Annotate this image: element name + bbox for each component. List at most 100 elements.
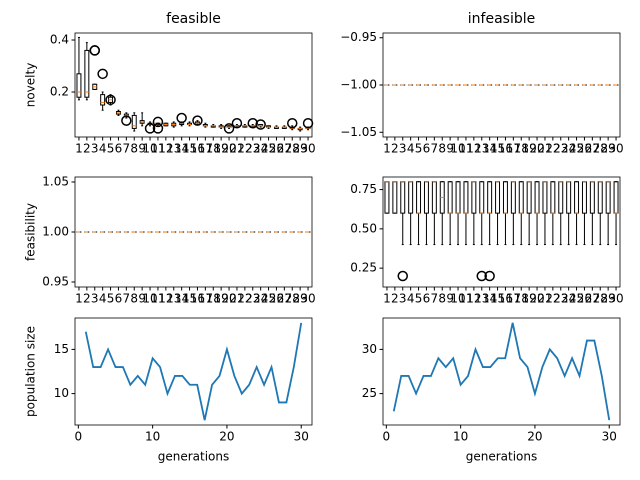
x-tick-label: 18 bbox=[206, 292, 221, 306]
x-tick-label: 11 bbox=[150, 292, 165, 306]
y-tick-label: 0.2 bbox=[50, 85, 69, 99]
x-tick-label: 20 bbox=[219, 430, 234, 444]
x-tick-label: 4 bbox=[99, 292, 107, 306]
x-tick-label: 21 bbox=[229, 292, 244, 306]
x-tick-label: 12 bbox=[466, 142, 481, 156]
axes-frame bbox=[74, 176, 313, 288]
y-tick-label: 0.25 bbox=[350, 261, 377, 275]
x-tick-label: 29 bbox=[601, 142, 616, 156]
x-tick-label: 22 bbox=[545, 292, 560, 306]
x-tick-label: 15 bbox=[490, 292, 505, 306]
box bbox=[542, 181, 548, 214]
x-tick-label: 10 bbox=[453, 430, 468, 444]
x-tick-label: 10 bbox=[142, 292, 157, 306]
x-tick-label: 1 bbox=[75, 292, 83, 306]
y-axis-label: population size bbox=[24, 326, 38, 417]
outlier bbox=[231, 117, 243, 129]
box bbox=[581, 181, 587, 214]
box bbox=[526, 181, 532, 214]
box bbox=[84, 49, 90, 98]
x-tick-label: 20 bbox=[527, 430, 542, 444]
outlier bbox=[152, 116, 164, 128]
x-tick-label: 26 bbox=[577, 292, 592, 306]
box bbox=[605, 181, 611, 214]
x-tick-label: 28 bbox=[593, 142, 608, 156]
x-tick-label: 21 bbox=[537, 142, 552, 156]
x-tick-label: 22 bbox=[545, 142, 560, 156]
outlier bbox=[287, 117, 298, 129]
box bbox=[550, 181, 556, 214]
x-tick-label: 21 bbox=[537, 292, 552, 306]
x-tick-label: 24 bbox=[561, 292, 576, 306]
x-tick-label: 10 bbox=[450, 142, 465, 156]
x-tick-label: 2 bbox=[83, 292, 91, 306]
x-tick-label: 8 bbox=[130, 292, 138, 306]
y-tick-label: 1.05 bbox=[42, 175, 69, 189]
x-tick-label: 26 bbox=[577, 142, 592, 156]
x-tick-label: 2 bbox=[391, 292, 399, 306]
x-tick-label: 29 bbox=[601, 292, 616, 306]
box bbox=[534, 181, 540, 214]
x-tick-label: 23 bbox=[245, 142, 260, 156]
x-tick-label: 15 bbox=[182, 292, 197, 306]
outlier bbox=[192, 115, 203, 126]
box bbox=[479, 181, 485, 214]
x-tick-label: 18 bbox=[514, 142, 529, 156]
x-tick-label: 2 bbox=[83, 142, 91, 156]
box bbox=[613, 181, 619, 214]
x-tick-label: 25 bbox=[569, 142, 584, 156]
line bbox=[392, 322, 611, 421]
x-tick-label: 27 bbox=[585, 142, 600, 156]
x-tick-label: 9 bbox=[446, 292, 454, 306]
x-tick-label: 12 bbox=[158, 292, 173, 306]
x-tick-label: 27 bbox=[277, 292, 292, 306]
x-tick-label: 29 bbox=[293, 142, 308, 156]
x-tick-label: 3 bbox=[91, 142, 99, 156]
box bbox=[76, 73, 82, 98]
outlier bbox=[397, 270, 408, 282]
outlier bbox=[247, 117, 258, 129]
x-tick-label: 17 bbox=[198, 142, 213, 156]
x-tick-label: 6 bbox=[423, 292, 431, 306]
box bbox=[400, 181, 406, 214]
x-tick-label: 30 bbox=[294, 430, 309, 444]
outlier bbox=[144, 123, 156, 134]
x-tick-label: 10 bbox=[145, 430, 160, 444]
x-tick-label: 16 bbox=[498, 292, 513, 306]
y-tick-label: 15 bbox=[54, 342, 69, 356]
outlier bbox=[223, 123, 235, 134]
box bbox=[589, 181, 595, 214]
x-axis-label: generations bbox=[158, 450, 230, 464]
box bbox=[566, 181, 572, 214]
x-tick-label: 25 bbox=[569, 292, 584, 306]
x-tick-label: 30 bbox=[608, 292, 623, 306]
box bbox=[392, 181, 398, 214]
x-tick-label: 28 bbox=[285, 292, 300, 306]
x-tick-label: 10 bbox=[450, 292, 465, 306]
x-tick-label: 5 bbox=[415, 292, 423, 306]
box bbox=[495, 181, 501, 214]
x-tick-label: 4 bbox=[407, 292, 415, 306]
x-tick-label: 13 bbox=[474, 142, 489, 156]
outlier bbox=[476, 270, 487, 282]
x-tick-label: 7 bbox=[431, 292, 439, 306]
x-tick-label: 30 bbox=[300, 142, 315, 156]
x-tick-label: 14 bbox=[174, 292, 189, 306]
x-tick-label: 3 bbox=[91, 292, 99, 306]
box bbox=[431, 181, 437, 214]
x-tick-label: 13 bbox=[166, 292, 181, 306]
box bbox=[416, 181, 422, 214]
x-tick-label: 16 bbox=[498, 142, 513, 156]
y-tick-label: −0.95 bbox=[340, 30, 377, 44]
x-tick-label: 4 bbox=[407, 142, 415, 156]
x-tick-label: 7 bbox=[123, 292, 131, 306]
x-tick-label: 30 bbox=[602, 430, 617, 444]
x-tick-label: 23 bbox=[553, 142, 568, 156]
x-tick-label: 6 bbox=[423, 142, 431, 156]
x-tick-label: 24 bbox=[253, 292, 268, 306]
box bbox=[518, 181, 524, 214]
x-tick-label: 23 bbox=[245, 292, 260, 306]
x-tick-label: 26 bbox=[269, 142, 284, 156]
box bbox=[574, 181, 580, 214]
x-tick-label: 17 bbox=[506, 292, 521, 306]
